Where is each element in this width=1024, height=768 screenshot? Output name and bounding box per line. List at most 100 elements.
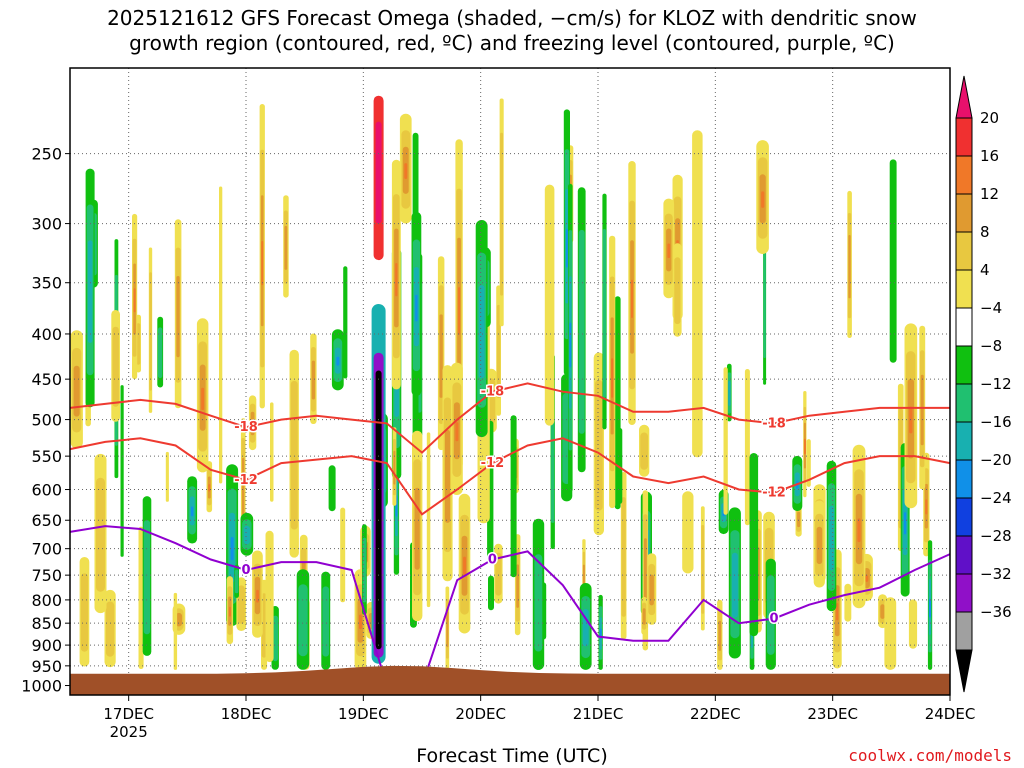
omega-cell [908, 599, 918, 649]
omega-cell [426, 432, 431, 608]
omega-cell [889, 159, 897, 363]
credit-text: coolwx.com/models [848, 746, 1012, 765]
omega-cell [395, 263, 398, 297]
y-tick-label: 600 [31, 481, 62, 500]
omega-cell [816, 526, 823, 565]
omega-cell [744, 369, 750, 526]
colorbar-band [955, 611, 973, 651]
omega-cell [488, 575, 494, 611]
terrain [70, 665, 950, 695]
omega-cell [569, 322, 572, 368]
colorbar-label: −36 [980, 603, 1012, 621]
chart-title-line-1: 2025121612 GFS Forecast Omega (shaded, −… [107, 6, 917, 30]
omega-cell [544, 184, 555, 426]
colorbar-band [955, 155, 973, 195]
omega-cell [143, 520, 151, 635]
omega-cell [201, 387, 205, 410]
omega-cell [836, 603, 839, 621]
omega-cell [340, 507, 346, 603]
omega-cell [631, 279, 633, 318]
contour-label: -18 [762, 416, 786, 431]
colorbar-band [955, 421, 973, 461]
omega-cell [578, 229, 585, 434]
dgz-contour [69, 382, 950, 454]
dgz-contour [69, 437, 951, 516]
omega-shading [70, 95, 933, 670]
omega-cell [322, 586, 330, 657]
omega-cell [149, 272, 152, 391]
omega-cell [458, 287, 461, 335]
x-tick-label: 21DEC [573, 705, 624, 723]
omega-cell [829, 505, 834, 571]
contour-label: -12 [481, 456, 505, 471]
colorbar-band [955, 459, 973, 499]
omega-cell [265, 530, 274, 663]
omega-cell [463, 556, 466, 577]
y-tick-label: 700 [31, 540, 62, 559]
omega-cell [925, 499, 928, 515]
omega-cell [133, 288, 136, 313]
omega-cell [261, 593, 267, 658]
omega-cell [219, 186, 223, 484]
omega-cell [415, 294, 418, 322]
contour-label: 0 [488, 553, 497, 568]
contour-label: -18 [481, 385, 505, 400]
omega-cell [534, 554, 543, 652]
colorbar-label: 4 [980, 261, 990, 279]
omega-cell [478, 285, 485, 379]
colorbar-band [955, 269, 973, 309]
colorbar-band [955, 535, 973, 575]
omega-cell [359, 614, 362, 630]
y-tick-label: 950 [31, 657, 62, 676]
contour-label: 0 [241, 563, 250, 578]
omega-cell [516, 564, 519, 608]
omega-cell [328, 465, 336, 512]
contour-label: -12 [762, 486, 786, 501]
omega-cell [173, 592, 178, 670]
chart-title-line-2: growth region (contoured, red, ºC) and f… [129, 31, 895, 55]
omega-cell [642, 608, 646, 625]
y-tick-label: 550 [31, 447, 62, 466]
omega-cell [176, 276, 180, 358]
strong-descent-cell [375, 121, 382, 224]
colorbar-band [955, 117, 973, 157]
omega-cell [120, 385, 124, 557]
y-tick-label: 500 [31, 411, 62, 430]
omega-cell [723, 367, 728, 515]
omega-cell [718, 620, 722, 651]
omega-cell [565, 229, 568, 268]
omega-cell [728, 381, 731, 406]
colorbar-band [955, 573, 973, 613]
omega-cell [298, 584, 308, 657]
colorbar-label: −24 [980, 489, 1012, 507]
omega-cell [73, 365, 80, 417]
omega-cell [731, 552, 738, 618]
contour-label: -12 [234, 473, 258, 488]
omega-cell [250, 411, 255, 436]
y-tick-label: 250 [31, 145, 62, 164]
x-year-label: 2025 [110, 723, 148, 741]
plot-frame [69, 67, 951, 696]
omega-cell [80, 573, 89, 652]
colorbar-band [955, 345, 973, 385]
contour-label: 0 [769, 612, 778, 627]
colorbar: 20 16 12 8 4 −4 −8 −12 −16 −20 −24 −28 −32 −36 [955, 75, 1012, 693]
omega-cell [311, 360, 315, 400]
omega-cell [803, 438, 806, 455]
y-tick-label: 300 [31, 215, 62, 234]
omega-cell [272, 615, 279, 662]
omega-cell [640, 432, 648, 470]
colorbar-label: −20 [980, 451, 1012, 469]
omega-cell [857, 518, 861, 543]
omega-cell [510, 415, 517, 578]
omega-cell [761, 191, 765, 208]
omega-cell [96, 477, 105, 592]
omega-cell [848, 235, 851, 299]
omega-cell [495, 552, 502, 596]
omega-cell [621, 497, 626, 617]
omega-cell [682, 491, 694, 574]
omega-cell [602, 229, 606, 398]
colorbar-label: −28 [980, 527, 1012, 545]
omega-cell [228, 606, 231, 617]
